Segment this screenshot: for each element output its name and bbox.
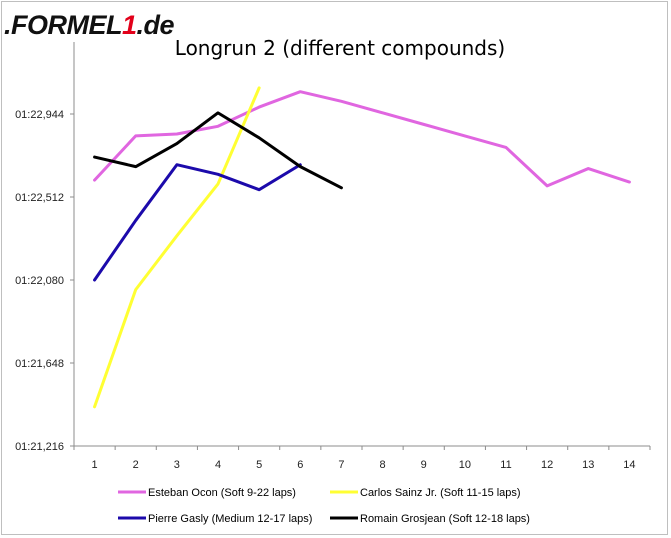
y-tick-label: 01:22,944 (15, 109, 64, 121)
series-lines (93, 86, 631, 409)
y-tick-label: 01:22,080 (15, 275, 64, 287)
x-tick-label: 8 (380, 459, 386, 471)
y-tick-labels: 01:21,216 01:21,648 01:22,080 01:22,512 01:2… (15, 109, 74, 453)
chart-title: Longrun 2 (different compounds) (174, 36, 506, 60)
y-tick-label: 01:21,648 (15, 358, 64, 370)
x-tick-label: 11 (500, 459, 511, 471)
formel1-logo: .FORMEL1.de (4, 8, 179, 42)
x-tick-label: 12 (541, 459, 553, 471)
x-tick-labels: 1 2 3 4 5 6 7 8 9 10 11 12 13 14 (73, 446, 651, 471)
x-tick-label: 1 (92, 459, 98, 471)
x-tick-label: 7 (338, 459, 344, 471)
legend-label: Carlos Sainz Jr. (Soft 11-15 laps) (360, 487, 521, 499)
x-tick-label: 5 (256, 459, 262, 471)
x-tick-label: 14 (623, 459, 635, 471)
x-tick-label: 10 (459, 459, 471, 471)
legend: Esteban Ocon (Soft 9-22 laps) Carlos Sain… (118, 487, 530, 525)
x-tick-label: 4 (215, 459, 221, 471)
series-line-4 (93, 111, 343, 190)
series-line-3 (93, 163, 302, 282)
series-line-1 (93, 90, 631, 188)
y-tick-label: 01:21,216 (15, 441, 64, 453)
axes (73, 31, 650, 447)
legend-label: Romain Grosjean (Soft 12-18 laps) (360, 513, 530, 525)
x-tick-label: 2 (133, 459, 139, 471)
y-tick-label: 01:22,512 (15, 192, 64, 204)
legend-label: Pierre Gasly (Medium 12-17 laps) (148, 513, 312, 525)
x-tick-label: 6 (297, 459, 303, 471)
series-line-2 (93, 86, 261, 409)
x-tick-label: 3 (174, 459, 180, 471)
x-tick-label: 13 (582, 459, 594, 471)
legend-label: Esteban Ocon (Soft 9-22 laps) (148, 487, 296, 499)
x-tick-label: 9 (421, 459, 427, 471)
